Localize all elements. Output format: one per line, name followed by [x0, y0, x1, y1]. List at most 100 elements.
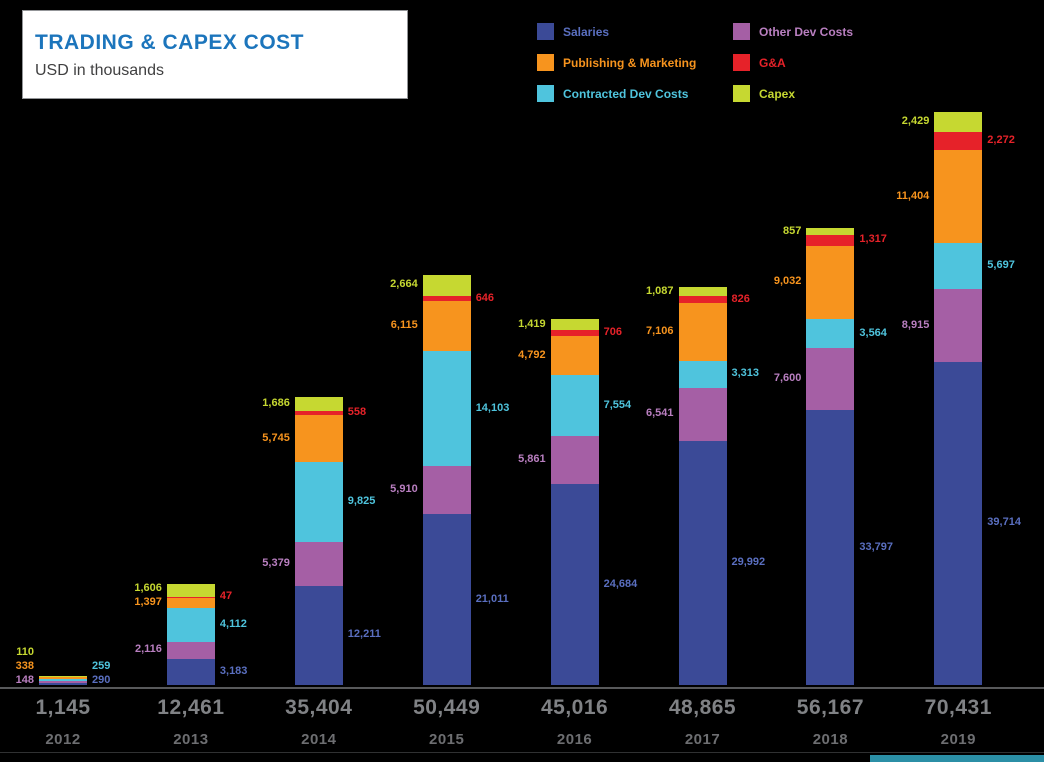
bar-segment — [422, 296, 471, 302]
total-label: 12,461 — [157, 696, 225, 719]
segment-value-label: 14,103 — [475, 401, 510, 414]
segment-value-label: 9,825 — [347, 494, 376, 507]
bar-segment — [934, 150, 983, 243]
segment-value-label: 39,714 — [987, 516, 1021, 529]
segment-value-label: 7,106 — [645, 324, 674, 337]
segment-value-label: 11,404 — [896, 189, 930, 202]
bar-segment — [678, 296, 727, 303]
legend-label: Capex — [759, 86, 796, 101]
segment-value-label: 5,745 — [262, 431, 290, 444]
segment-value-label: 1,087 — [645, 284, 674, 297]
segment-value-label: 3,564 — [859, 326, 887, 339]
bar-segment — [39, 679, 87, 682]
chart-title: TRADING & CAPEX COST — [35, 31, 305, 54]
bar-segment — [806, 235, 855, 246]
bar-segment — [934, 289, 983, 362]
segment-value-label: 12,211 — [347, 628, 381, 641]
segment-value-label: 6,541 — [645, 407, 674, 420]
segment-value-label: 826 — [731, 292, 750, 305]
title-box: TRADING & CAPEX COST USD in thousands — [22, 10, 408, 99]
segment-value-label: 1,606 — [134, 581, 162, 594]
bar-segment — [678, 287, 727, 297]
segment-value-label: 5,697 — [987, 259, 1015, 272]
total-label: 45,016 — [540, 696, 609, 719]
bar-segment — [166, 608, 215, 642]
segment-value-label: 259 — [92, 660, 111, 672]
year-label: 2017 — [684, 731, 721, 748]
legend-swatch-icon — [537, 23, 554, 40]
bar-segment — [39, 675, 87, 677]
segment-value-label: 558 — [347, 405, 367, 418]
year-label: 2015 — [429, 731, 465, 748]
legend-item: Other Dev Costs — [733, 16, 929, 47]
bar-segment — [806, 245, 855, 320]
segment-value-label: 646 — [475, 291, 495, 304]
legend-label: Publishing & Marketing — [563, 55, 697, 70]
segment-value-label: 4,792 — [518, 348, 546, 361]
legend-swatch-icon — [733, 85, 750, 102]
footer-divider — [0, 752, 1044, 753]
bar-segment — [934, 243, 983, 290]
segment-value-label: 2,116 — [134, 643, 162, 656]
bar-segment — [806, 228, 855, 235]
bar-segment — [934, 361, 983, 685]
segment-value-label: 33,797 — [859, 540, 894, 553]
segment-value-label: 1,397 — [134, 595, 162, 608]
total-label: 35,404 — [285, 696, 353, 719]
bar-segment — [550, 375, 599, 437]
segment-value-label: 1,317 — [859, 233, 887, 246]
bar-segment — [422, 301, 471, 352]
year-label: 2014 — [301, 731, 337, 748]
segment-value-label: 290 — [92, 674, 111, 686]
segment-value-label: 148 — [15, 674, 34, 686]
segment-value-label: 3,183 — [219, 665, 248, 678]
legend: Salaries Publishing & Marketing Contracted… — [537, 16, 929, 109]
segment-value-label: 2,664 — [390, 278, 418, 291]
bar-segment — [678, 440, 727, 685]
bar-segment — [934, 112, 983, 132]
legend-item: G&A — [733, 47, 929, 78]
year-label: 2016 — [556, 731, 593, 748]
segment-value-label: 8,915 — [901, 318, 930, 331]
bar-segment — [166, 641, 215, 660]
segment-value-label: 4,112 — [219, 618, 247, 631]
segment-value-label: 3,313 — [731, 367, 760, 380]
year-label: 2018 — [812, 731, 849, 748]
segment-value-label: 706 — [603, 326, 622, 339]
segment-value-label: 9,032 — [773, 275, 802, 288]
bar-segment — [422, 465, 471, 515]
year-label: 2012 — [45, 731, 81, 748]
bar-segment — [294, 585, 343, 685]
bar-segment — [294, 541, 343, 586]
segment-value-label: 29,992 — [731, 555, 766, 568]
legend-item: Capex — [733, 78, 929, 109]
chart-subtitle: USD in thousands — [35, 62, 164, 79]
total-label: 56,167 — [796, 696, 864, 719]
legend-swatch-icon — [537, 54, 554, 71]
segment-value-label: 2,272 — [987, 134, 1015, 146]
bar-segment — [422, 351, 471, 466]
segment-value-label: 1,419 — [518, 317, 546, 330]
bar-segment — [806, 348, 855, 411]
bar-segment — [678, 303, 727, 361]
segment-value-label: 24,684 — [603, 577, 638, 590]
bar-segment — [294, 410, 343, 416]
segment-value-label: 7,600 — [773, 372, 802, 385]
segment-value-label: 6,115 — [390, 319, 418, 332]
legend-swatch-icon — [733, 23, 750, 40]
bar-segment — [934, 131, 983, 151]
legend-label: Salaries — [563, 24, 610, 39]
bar-segment — [166, 583, 215, 597]
bar-segment — [678, 387, 727, 441]
segment-value-label: 21,011 — [475, 592, 509, 605]
bar-segment — [550, 436, 599, 485]
bar-segment — [166, 597, 215, 609]
segment-value-label: 5,910 — [390, 483, 418, 496]
bar-segment — [806, 319, 855, 349]
bar-segment — [39, 682, 87, 685]
segment-value-label: 5,861 — [518, 453, 546, 466]
bar-segment — [39, 676, 87, 680]
bar-segment — [550, 336, 599, 376]
legend-item: Contracted Dev Costs — [537, 78, 733, 109]
